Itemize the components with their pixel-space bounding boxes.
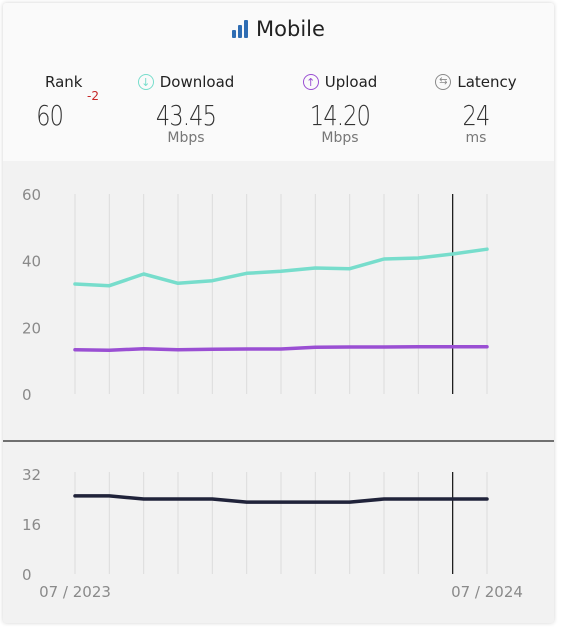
rank-delta: -2 bbox=[87, 89, 99, 103]
download-arrow-icon: ↓ bbox=[137, 74, 154, 90]
charts-area: 0 20 40 60 0 16 32 07 / 2023 07 / 2024 bbox=[3, 186, 554, 601]
upload-arrow-icon: ↑ bbox=[302, 74, 319, 90]
latency-chart: 0 16 32 07 / 2023 07 / 2024 bbox=[22, 466, 523, 601]
latency-chart-xtick-label: 07 / 2024 bbox=[451, 583, 523, 601]
speed-chart: 0 20 40 60 bbox=[22, 186, 489, 404]
upload-value: 14.20 bbox=[309, 99, 371, 132]
latency-chart-ytick-label: 16 bbox=[22, 516, 41, 534]
download-label: Download bbox=[159, 73, 235, 91]
latency-metric: ⇆ Latency 24 ms bbox=[421, 71, 531, 146]
latency-chart-ytick-label: 32 bbox=[22, 466, 41, 484]
title-text: Mobile bbox=[256, 17, 325, 41]
latency-chart-xtick-label: 07 / 2023 bbox=[39, 583, 111, 601]
metrics-header: Mobile Rank 60 -2 ↓ Download 43.45 Mbps … bbox=[3, 3, 554, 161]
speed-chart-ytick-label: 40 bbox=[22, 253, 41, 271]
speed-chart-series-upload bbox=[73, 344, 489, 353]
latency-value: 24 bbox=[462, 99, 491, 132]
latency-chart-series-latency bbox=[73, 494, 489, 504]
latency-chart-ytick-label: 0 bbox=[22, 566, 32, 584]
rank-value: 60 bbox=[36, 99, 64, 132]
upload-unit: Mbps bbox=[321, 130, 359, 146]
card-title: Mobile bbox=[3, 17, 554, 41]
signal-bars-icon bbox=[232, 20, 249, 38]
speed-card: Mobile Rank 60 -2 ↓ Download 43.45 Mbps … bbox=[3, 3, 554, 623]
rank-label: Rank bbox=[45, 73, 83, 91]
latency-label: Latency bbox=[457, 73, 517, 91]
speed-chart-ytick-label: 0 bbox=[22, 386, 32, 404]
download-unit: Mbps bbox=[167, 130, 205, 146]
latency-unit: ms bbox=[465, 130, 487, 146]
download-metric: ↓ Download 43.45 Mbps bbox=[131, 71, 241, 146]
latency-arrows-icon: ⇆ bbox=[435, 74, 452, 90]
upload-metric: ↑ Upload 14.20 Mbps bbox=[285, 71, 395, 146]
rank-metric: Rank 60 bbox=[25, 71, 103, 132]
upload-label: Upload bbox=[324, 73, 378, 91]
speed-chart-ytick-label: 20 bbox=[22, 319, 41, 337]
download-value: 43.45 bbox=[155, 99, 217, 132]
speed-chart-ytick-label: 60 bbox=[22, 186, 41, 204]
speed-chart-series-download bbox=[73, 247, 489, 288]
